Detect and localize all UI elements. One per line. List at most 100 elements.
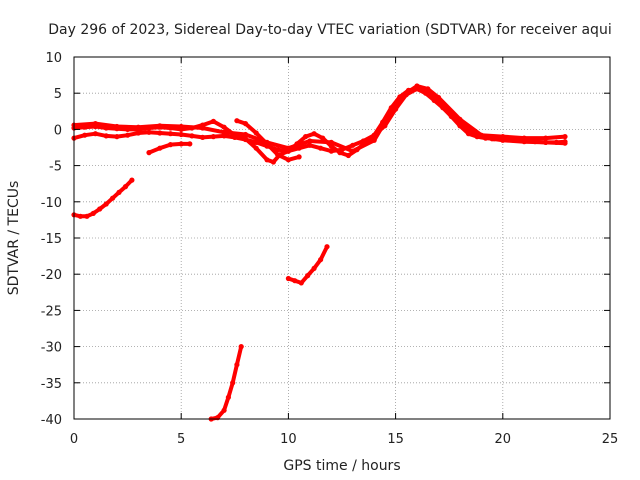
data-point bbox=[414, 83, 420, 89]
data-point bbox=[200, 134, 206, 140]
data-point bbox=[253, 145, 259, 151]
data-point bbox=[103, 201, 109, 207]
chart-title: Day 296 of 2023, Sidereal Day-to-day VTE… bbox=[48, 22, 611, 38]
data-point bbox=[318, 257, 324, 263]
data-point bbox=[157, 130, 163, 136]
data-point bbox=[97, 206, 103, 212]
data-point bbox=[238, 344, 244, 350]
data-point bbox=[221, 124, 227, 130]
ticks: 0 5 10 15 20 25 -40 -35 -30 -25 -20 -15 -10 -5 0 5 10 bbox=[41, 51, 619, 447]
data-point bbox=[242, 136, 249, 143]
y-tick-label: 0 bbox=[54, 123, 62, 138]
x-tick-label: 20 bbox=[495, 432, 512, 447]
data-point bbox=[135, 124, 141, 130]
x-axis-title: GPS time / hours bbox=[283, 458, 400, 474]
data-point bbox=[187, 141, 193, 147]
y-tick-label: 5 bbox=[54, 87, 62, 102]
data-point bbox=[425, 86, 431, 92]
data-point bbox=[345, 152, 351, 159]
series-layer bbox=[71, 83, 568, 422]
data-point bbox=[350, 142, 356, 148]
data-point bbox=[167, 142, 174, 148]
data-point bbox=[116, 189, 122, 195]
data-point bbox=[210, 134, 216, 140]
data-point bbox=[360, 138, 366, 144]
data-point bbox=[189, 133, 195, 139]
data-point bbox=[328, 148, 334, 154]
data-point bbox=[521, 135, 527, 141]
x-tick-label: 25 bbox=[602, 432, 619, 447]
data-point bbox=[305, 273, 311, 279]
data-point bbox=[324, 244, 330, 250]
data-point bbox=[562, 140, 568, 146]
data-point bbox=[146, 150, 152, 156]
y-tick-label: -25 bbox=[41, 304, 62, 319]
series-main-band-c bbox=[72, 84, 567, 154]
data-point bbox=[157, 145, 163, 151]
x-tick-label: 0 bbox=[70, 432, 78, 447]
y-tick-label: -35 bbox=[41, 377, 62, 392]
data-point bbox=[77, 213, 83, 219]
data-point bbox=[114, 134, 120, 140]
data-point bbox=[157, 123, 163, 129]
data-point bbox=[242, 131, 249, 138]
data-point bbox=[84, 213, 90, 219]
data-point bbox=[311, 131, 317, 137]
data-point bbox=[296, 154, 302, 160]
data-point bbox=[221, 129, 227, 135]
data-point bbox=[307, 142, 313, 148]
data-point bbox=[232, 134, 238, 140]
data-point bbox=[178, 123, 184, 130]
data-point bbox=[457, 116, 463, 122]
y-tick-label: -20 bbox=[41, 268, 62, 283]
data-point bbox=[146, 129, 152, 135]
data-point bbox=[435, 94, 442, 101]
x-tick-label: 5 bbox=[177, 432, 185, 447]
data-point bbox=[298, 280, 304, 286]
data-point bbox=[92, 131, 98, 137]
data-point bbox=[230, 380, 236, 386]
data-point bbox=[178, 141, 184, 147]
data-point bbox=[543, 139, 549, 145]
data-point bbox=[307, 138, 313, 144]
data-point bbox=[264, 141, 270, 147]
data-point bbox=[350, 148, 356, 154]
y-tick-label: -15 bbox=[41, 232, 62, 247]
y-tick-label: -40 bbox=[41, 413, 62, 428]
data-point bbox=[82, 132, 88, 138]
y-tick-label: -5 bbox=[49, 160, 62, 175]
data-point bbox=[234, 118, 240, 124]
data-point bbox=[543, 135, 549, 141]
data-point bbox=[521, 139, 527, 145]
data-point bbox=[221, 133, 227, 139]
y-tick-label: -30 bbox=[41, 341, 62, 356]
data-point bbox=[275, 152, 281, 158]
data-point bbox=[264, 157, 270, 163]
data-point bbox=[371, 137, 377, 143]
data-point bbox=[393, 101, 399, 107]
data-point bbox=[114, 123, 120, 130]
data-point bbox=[403, 90, 409, 96]
data-point bbox=[253, 130, 259, 136]
data-point bbox=[285, 145, 291, 151]
data-point bbox=[200, 125, 206, 131]
data-point bbox=[318, 145, 324, 151]
data-point bbox=[225, 394, 231, 400]
data-point bbox=[303, 134, 309, 140]
data-point bbox=[285, 275, 291, 282]
data-point bbox=[221, 407, 227, 413]
data-point bbox=[285, 157, 291, 163]
data-point bbox=[210, 118, 216, 124]
data-point bbox=[92, 121, 98, 127]
data-point bbox=[178, 131, 184, 138]
data-point bbox=[500, 137, 506, 143]
data-point bbox=[122, 184, 129, 190]
grid bbox=[74, 57, 610, 419]
series-low-arc-left bbox=[72, 178, 134, 219]
data-point bbox=[90, 210, 96, 216]
y-tick-label: -10 bbox=[41, 196, 62, 211]
data-point bbox=[500, 134, 506, 140]
data-point bbox=[328, 139, 334, 145]
data-point bbox=[562, 134, 568, 140]
